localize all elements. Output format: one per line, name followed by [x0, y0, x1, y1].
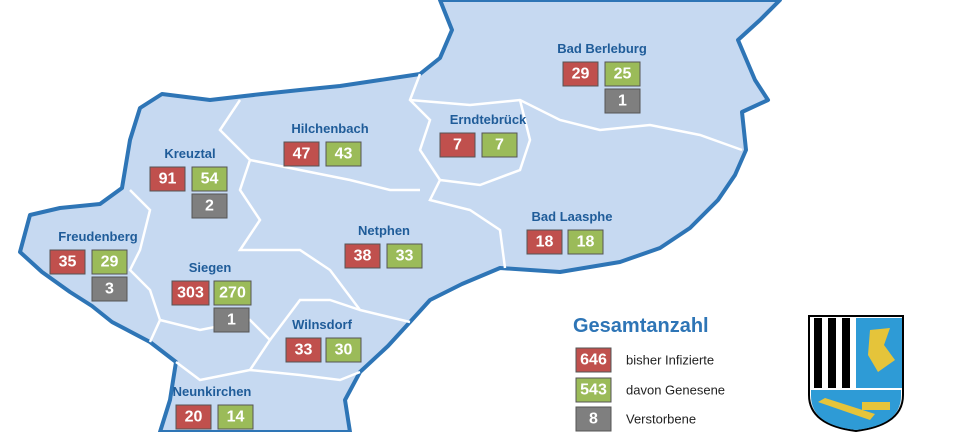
recovered-value: 25: [614, 66, 632, 83]
deceased-value: 8: [589, 411, 598, 428]
infected-value: 33: [295, 342, 313, 359]
infected-value: 303: [177, 285, 204, 302]
infected-value: 91: [159, 171, 177, 188]
municipal-borders: [128, 73, 743, 382]
deceased-box: [213, 307, 250, 333]
town-name: Neunkirchen: [173, 384, 252, 399]
infected-box: [526, 229, 563, 255]
deceased-box: [91, 276, 128, 302]
recovered-value: 18: [577, 234, 595, 251]
legend-title: Gesamtanzahl: [573, 315, 709, 337]
infected-value: 47: [293, 146, 311, 163]
recovered-box: [91, 249, 128, 275]
town-name: Kreuztal: [164, 146, 215, 161]
town-name: Netphen: [358, 223, 410, 238]
recovered-box: [325, 141, 362, 167]
town-name: Siegen: [189, 260, 232, 275]
recovered-value: 30: [335, 342, 353, 359]
infected-box: [562, 61, 599, 87]
infected-box: [285, 337, 322, 363]
deceased-value: 3: [105, 281, 114, 298]
recovered-value: 33: [396, 248, 414, 265]
infected-box: [344, 243, 381, 269]
legend-label: Verstorbene: [626, 412, 696, 427]
infected-box: [175, 404, 212, 430]
recovered-box: [575, 377, 612, 403]
deceased-value: 1: [227, 312, 236, 329]
legend-label: davon Genesene: [626, 383, 725, 398]
recovered-box: [386, 243, 423, 269]
recovered-value: 54: [201, 171, 219, 188]
deceased-box: [604, 88, 641, 114]
recovered-value: 270: [219, 285, 246, 302]
recovered-value: 543: [580, 382, 607, 399]
recovered-box: [481, 132, 518, 158]
district-shape: [18, 0, 782, 432]
town-name: Bad Berleburg: [557, 41, 647, 56]
recovered-box: [191, 166, 228, 192]
town-name: Wilnsdorf: [292, 317, 352, 332]
recovered-box: [217, 404, 254, 430]
recovered-value: 43: [335, 146, 353, 163]
town-name: Bad Laasphe: [532, 209, 613, 224]
deceased-value: 1: [618, 93, 627, 110]
infected-value: 18: [536, 234, 554, 251]
infected-box: [575, 347, 612, 373]
town-name: Freudenberg: [58, 229, 138, 244]
recovered-box: [604, 61, 641, 87]
infected-value: 35: [59, 254, 77, 271]
town-name: Erndtebrück: [450, 112, 527, 127]
legend-label: bisher Infizierte: [626, 353, 714, 368]
town-name: Hilchenbach: [291, 121, 368, 136]
coat-of-arms: [808, 315, 904, 432]
deceased-box: [191, 193, 228, 219]
deceased-box: [575, 406, 612, 432]
recovered-value: 7: [495, 137, 504, 154]
infected-value: 20: [185, 409, 203, 426]
infected-box: [439, 132, 476, 158]
infected-value: 29: [572, 66, 590, 83]
recovered-box: [213, 280, 252, 306]
recovered-box: [325, 337, 362, 363]
infected-box: [283, 141, 320, 167]
infected-box: [49, 249, 86, 275]
recovered-value: 29: [101, 254, 119, 271]
infected-box: [171, 280, 210, 306]
recovered-value: 14: [227, 409, 245, 426]
infected-value: 646: [580, 352, 607, 369]
infected-box: [149, 166, 186, 192]
infected-value: 7: [453, 137, 462, 154]
recovered-box: [567, 229, 604, 255]
infected-value: 38: [354, 248, 372, 265]
deceased-value: 2: [205, 198, 214, 215]
